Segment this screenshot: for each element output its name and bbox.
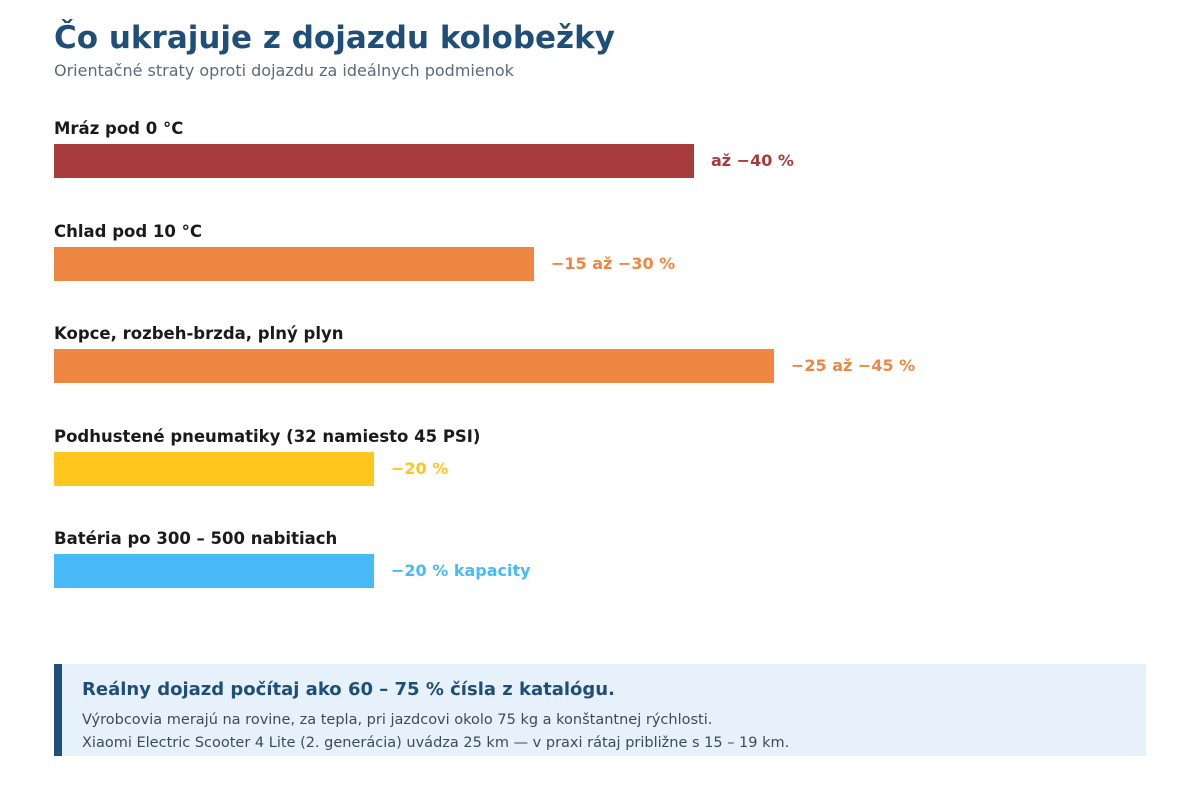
bar [54,451,374,486]
bar-category-label: Kopce, rozbeh-brzda, plný plyn [54,324,344,343]
bar [54,349,774,383]
bar-value-label: −15 až −30 % [551,253,676,273]
info-note: Reálny dojazd počítaj ako 60 – 75 % čísl… [54,664,1146,756]
bar-category-label: Podhustené pneumatiky (32 namiesto 45 PS… [54,426,481,446]
bar [54,554,374,588]
note-line-2: Xiaomi Electric Scooter 4 Lite (2. gener… [82,735,790,751]
bar-category-label: Chlad pod 10 °C [54,221,202,241]
bar [54,246,534,281]
note-accent-bar [54,664,62,756]
bar [54,144,694,178]
bar-value-label: až −40 % [711,151,794,170]
note-title: Reálny dojazd počítaj ako 60 – 75 % čísl… [82,679,615,700]
bar-category-label: Mráz pod 0 °C [54,119,184,138]
bar-value-label: −20 % [391,458,449,478]
chart-subtitle: Orientačné straty oproti dojazdu za ideá… [54,61,514,80]
chart-title: Čo ukrajuje z dojazdu kolobežky [54,20,615,56]
note-line-1: Výrobcovia merajú na rovine, za tepla, p… [82,712,713,728]
bar-value-label: −20 % kapacity [391,561,531,580]
bar-category-label: Batéria po 300 – 500 nabitiach [54,529,338,548]
bar-chart: Mráz pod 0 °C až −40 % Chlad pod 10 °C −15 … [54,119,916,588]
bar-value-label: −25 až −45 % [791,356,916,375]
